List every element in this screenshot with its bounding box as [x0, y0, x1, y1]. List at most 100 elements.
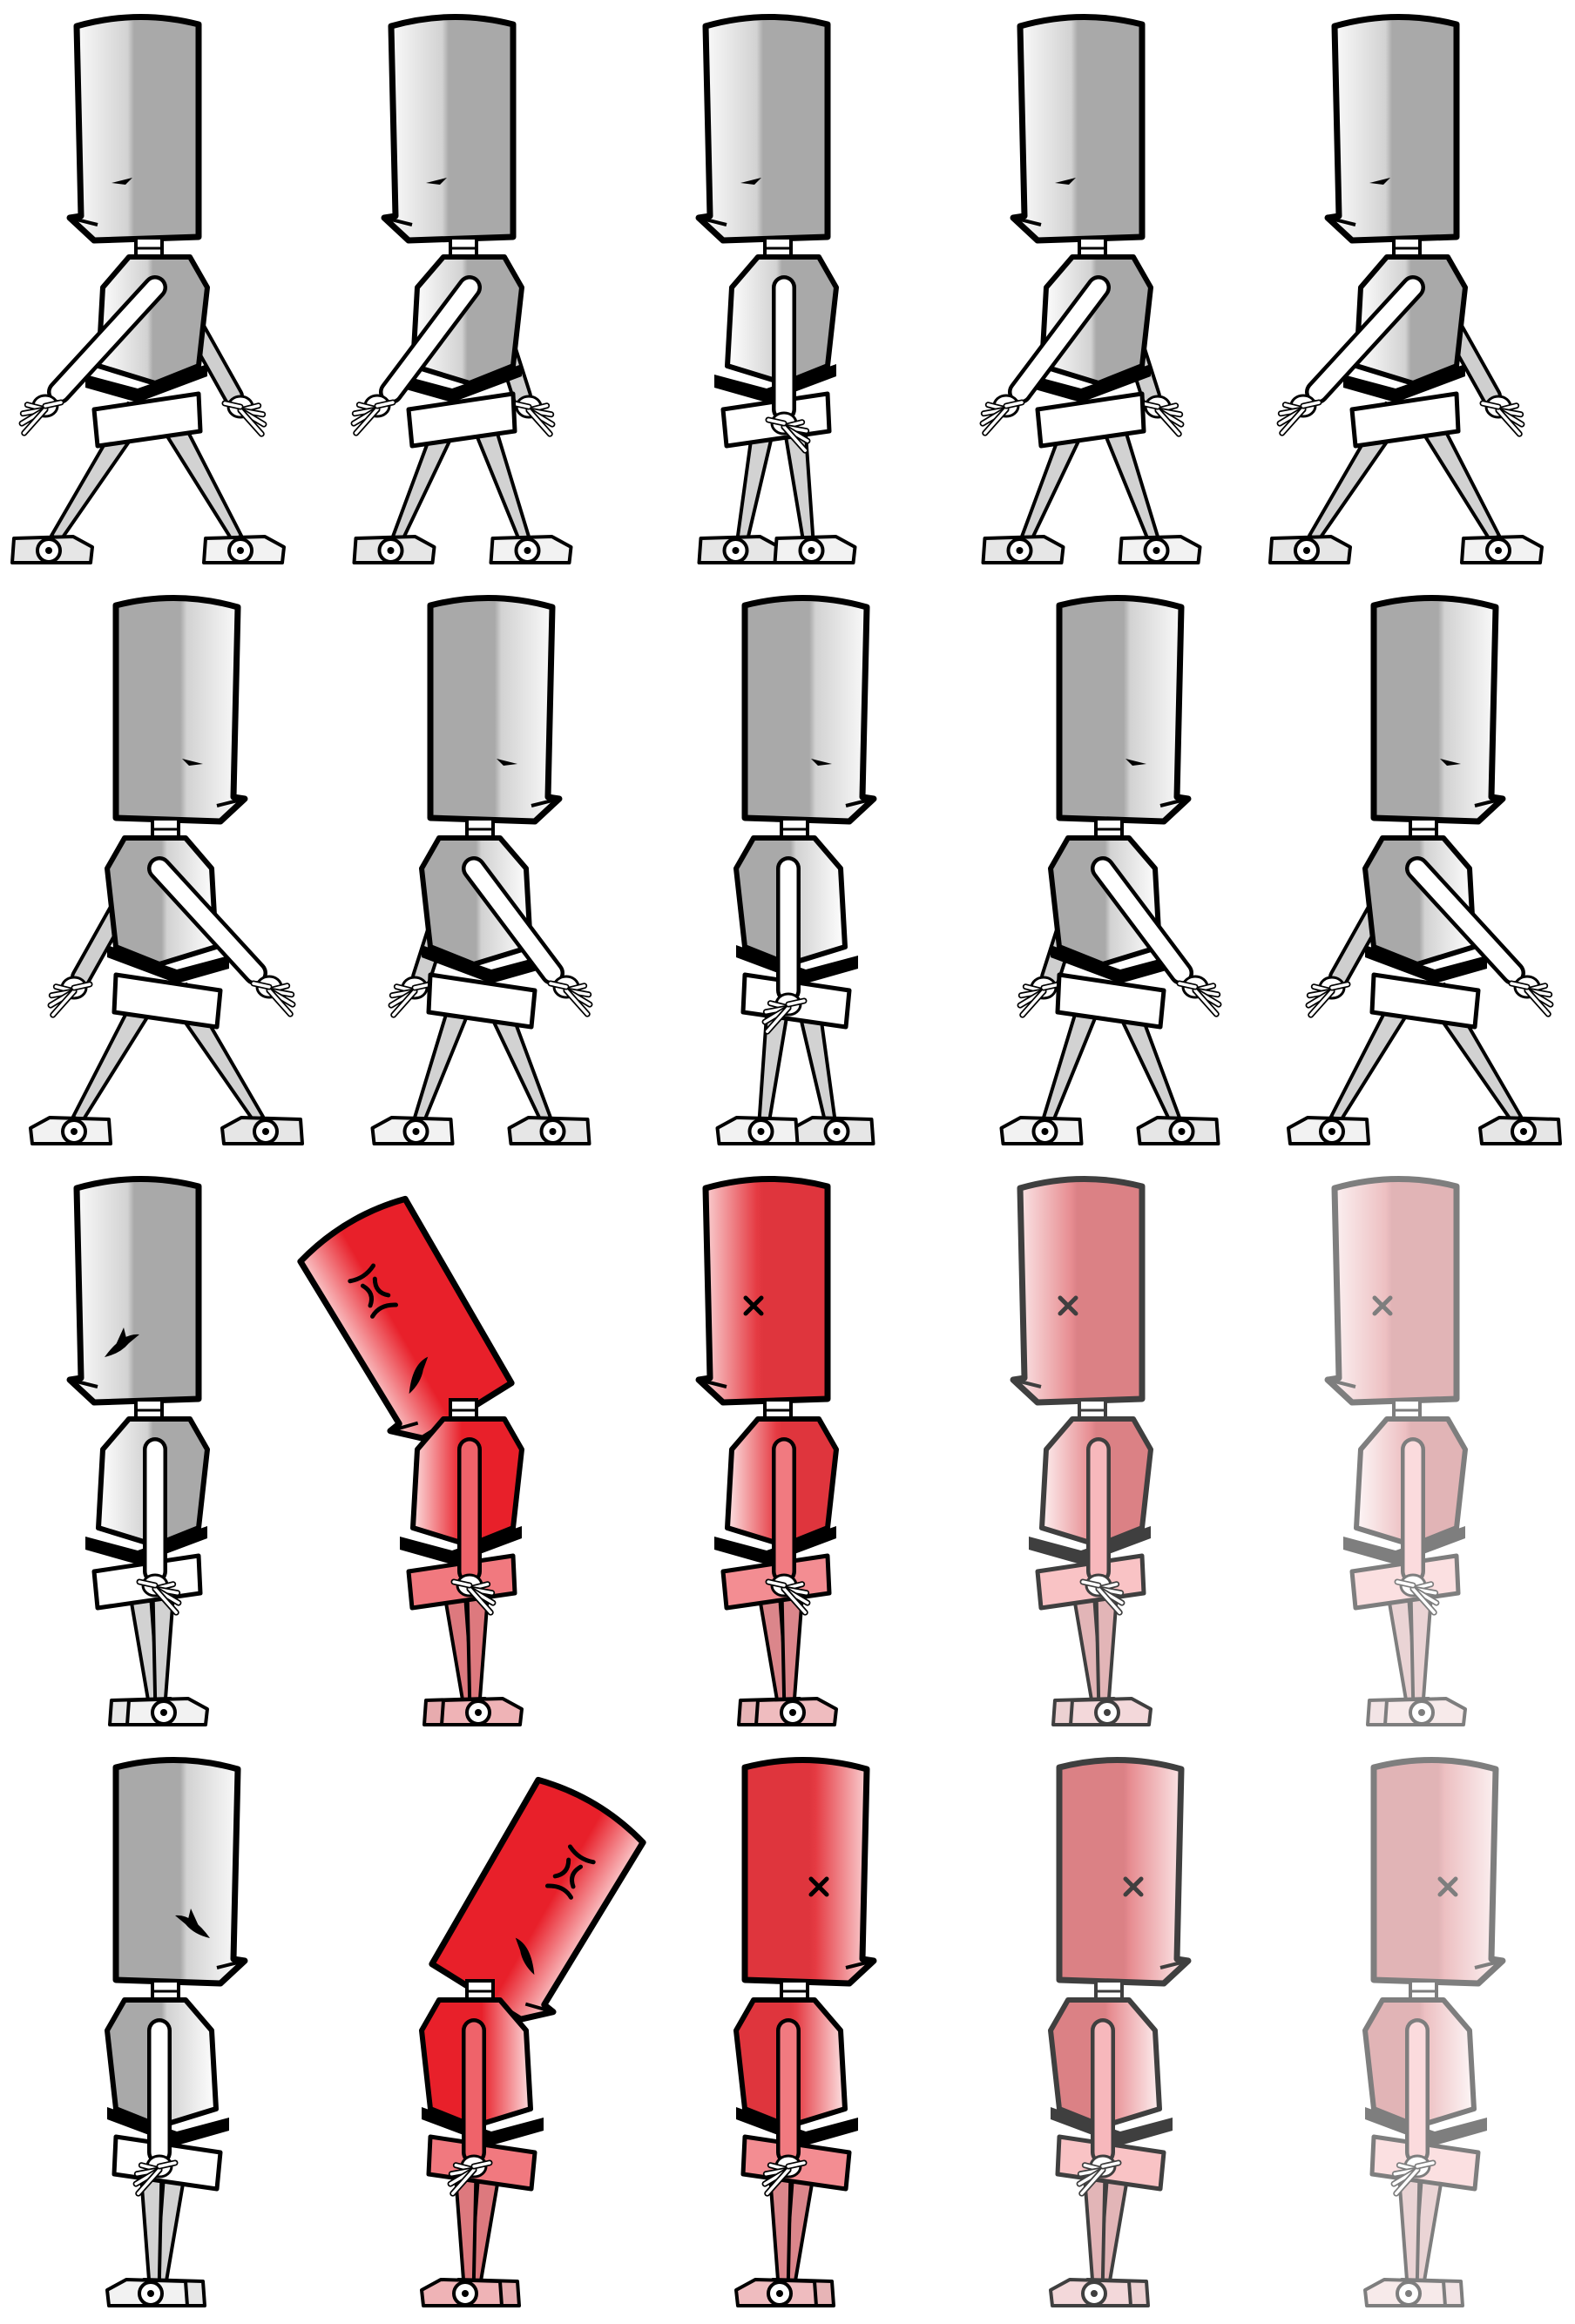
robot-hand-front — [1394, 1573, 1440, 1616]
robot-head-shell — [1370, 595, 1506, 825]
robot-foot-front — [1363, 2278, 1447, 2307]
robot-hand-back — [510, 395, 556, 437]
sprite-frame-image — [695, 1176, 839, 1726]
robot-pelvis-plate — [406, 391, 517, 449]
sprite-frame-hurt-and-die-left-3 — [629, 1743, 943, 2324]
robot-pelvis-plate — [1369, 972, 1481, 1030]
robot-hand-front — [1508, 975, 1554, 1017]
robot-face — [1055, 178, 1076, 185]
robot-foot-back — [1136, 1116, 1220, 1145]
robot-belt — [400, 364, 522, 402]
robot-foot-front — [1383, 1697, 1467, 1726]
robot-character — [10, 14, 286, 564]
robot-hand-front — [250, 975, 296, 1017]
robot-hand-front — [765, 411, 811, 454]
robot-foot-front — [489, 535, 573, 564]
sprite-frame-walk-right-1 — [0, 0, 314, 581]
robot-head-shell — [1056, 1757, 1192, 1987]
sprite-frame-image — [1268, 14, 1544, 564]
sprite-frame-image — [1362, 1757, 1506, 2307]
robot-head-shell — [741, 1757, 877, 1987]
robot-foot-front — [1287, 1116, 1370, 1145]
robot-pelvis-plate — [1055, 972, 1166, 1030]
sprite-frame-image — [1048, 1757, 1192, 2307]
sprite-frame-hurt-and-die-left-2 — [314, 1743, 646, 2324]
robot-head-shell — [112, 1757, 248, 1987]
robot-head-shell — [297, 1195, 515, 1442]
robot-hand-back — [1017, 976, 1063, 1018]
robot-head — [297, 1195, 515, 1442]
sprite-frame-image — [10, 14, 286, 564]
robot-head — [741, 1757, 877, 1987]
robot-foot-back — [352, 535, 436, 564]
sprite-frame-image — [29, 595, 304, 1145]
sprite-frame-image — [350, 14, 573, 564]
robot-head — [1370, 595, 1506, 825]
robot-hand-back — [1139, 395, 1185, 437]
robot-character — [733, 1757, 877, 2307]
robot-hand-front — [1076, 2154, 1122, 2197]
robot-head — [1056, 1757, 1192, 1987]
robot-torso — [105, 835, 219, 967]
robot-hand-front — [547, 975, 593, 1017]
robot-face — [1440, 759, 1461, 766]
robot-head — [1370, 1757, 1506, 1987]
robot-foot-front — [1069, 1697, 1153, 1726]
robot-face — [1125, 759, 1146, 766]
robot-face — [1123, 1876, 1144, 1897]
robot-hand-front — [136, 1573, 182, 1616]
sprite-frame-image — [297, 1195, 524, 1726]
robot-head — [1010, 14, 1146, 244]
robot-foot-front — [754, 1697, 838, 1726]
robot-hand-back — [388, 976, 434, 1018]
robot-foot-back — [507, 1116, 591, 1145]
robot-character — [695, 1176, 839, 1726]
robot-head — [112, 1757, 248, 1987]
robot-head-shell — [66, 14, 202, 244]
robot-foot-back — [791, 1116, 875, 1145]
robot-pelvis-plate — [1035, 391, 1146, 449]
robot-foot-front — [1049, 2278, 1132, 2307]
sprite-frame-hurt-and-die-left-1 — [0, 1743, 314, 2324]
robot-head-shell — [1056, 595, 1192, 825]
sprite-frame-walk-left-5 — [1258, 581, 1572, 1162]
robot-head-shell — [695, 14, 831, 244]
robot-face — [1369, 178, 1390, 185]
robot-hand-front — [761, 992, 808, 1035]
robot-foot-back — [1478, 1116, 1562, 1145]
robot-character — [29, 595, 304, 1145]
robot-face — [515, 1844, 596, 1976]
robot-belt — [1365, 945, 1487, 983]
robot-belt — [1051, 2107, 1173, 2145]
robot-head-shell — [112, 595, 248, 825]
sprite-frame-hurt-and-die-right-4 — [943, 1162, 1258, 1743]
sprite-frame-image — [419, 1776, 646, 2307]
robot-foot-front — [734, 2278, 818, 2307]
sprite-frame-walk-left-4 — [943, 581, 1258, 1162]
robot-foot-back — [697, 535, 781, 564]
robot-head — [1324, 1176, 1460, 1406]
robot-foot-back — [981, 535, 1065, 564]
sprite-frame-walk-right-2 — [314, 0, 629, 581]
robot-pelvis-plate — [112, 972, 223, 1030]
robot-head — [66, 1176, 202, 1406]
robot-character — [105, 1757, 248, 2307]
robot-belt — [736, 2107, 858, 2145]
robot-head-shell — [1010, 14, 1146, 244]
robot-foot-front — [715, 1116, 800, 1145]
robot-character — [715, 595, 877, 1145]
sprite-frame-image — [999, 595, 1222, 1145]
robot-torso — [96, 254, 210, 386]
robot-torso — [1362, 835, 1477, 967]
sprite-frame-image — [1324, 1176, 1468, 1726]
robot-face — [426, 178, 447, 185]
robot-foot-front — [440, 1697, 524, 1726]
robot-foot-front — [29, 1116, 112, 1145]
robot-head — [66, 14, 202, 244]
robot-hand-back — [1305, 976, 1351, 1018]
robot-head-shell — [427, 595, 563, 825]
robot-head — [112, 595, 248, 825]
robot-character — [1324, 1176, 1468, 1726]
robot-head — [429, 1776, 646, 2023]
robot-belt — [1365, 2107, 1487, 2145]
